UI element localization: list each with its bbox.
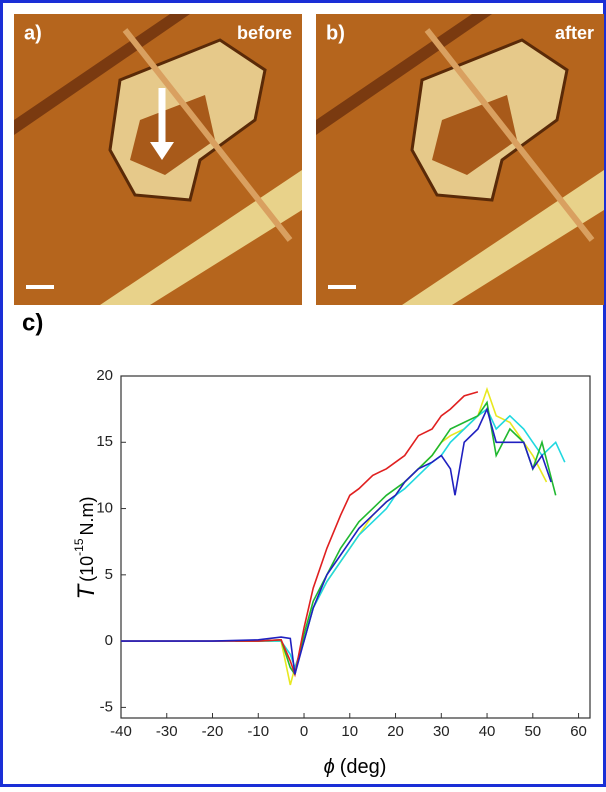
plot: -40 -30 -20 -10 0 10 20 30 40 50 60 -5 0 5 10 15 20 [96, 367, 591, 740]
x-tick-label: -10 [247, 723, 269, 740]
afm-image-a: a) before [14, 14, 302, 305]
x-tick-label: 20 [387, 723, 404, 740]
y-tick-label: 15 [96, 433, 113, 450]
x-tick-label: -30 [156, 723, 178, 740]
panel-caption: after [555, 23, 594, 43]
x-tick-label: 0 [300, 723, 308, 740]
series-line [121, 406, 552, 675]
y-tick-label: 0 [105, 632, 113, 649]
x-symbol: ϕ [324, 756, 335, 778]
panel-label: a) [24, 22, 42, 44]
y-tick-label: 5 [105, 566, 113, 583]
x-axis-label: ϕ (deg) [324, 756, 387, 778]
y-axis-label: T(10-15 N.m) [72, 496, 100, 599]
panel-label: b) [326, 22, 345, 44]
x-text: (deg) [340, 756, 387, 778]
plot-frame [120, 375, 591, 719]
x-tick-label: 50 [524, 723, 541, 740]
y-symbol: T [73, 583, 100, 600]
chart-label: c) [22, 309, 43, 336]
y-exponent: -15 [72, 538, 86, 556]
y-tick-label: -5 [100, 698, 113, 715]
x-tick-label: 60 [570, 723, 587, 740]
x-tick-label: 40 [479, 723, 496, 740]
x-tick-label: -20 [202, 723, 224, 740]
x-tick-label: -40 [110, 723, 132, 740]
y-text: (10 [77, 556, 97, 582]
y-unit: N.m) [77, 496, 97, 535]
afm-image-b: b) after [316, 14, 604, 305]
y-tick-label: 10 [96, 500, 113, 517]
x-tick-label: 30 [433, 723, 450, 740]
series-line [121, 391, 479, 678]
y-tick-label: 20 [96, 367, 113, 384]
x-tick-label: 10 [341, 723, 358, 740]
panel-caption: before [237, 23, 292, 43]
